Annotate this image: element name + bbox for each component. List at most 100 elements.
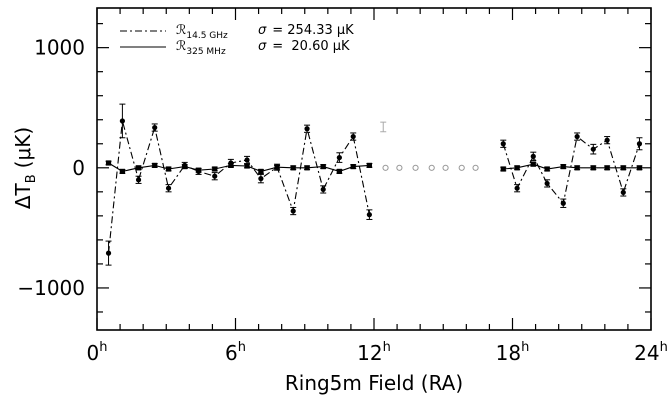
- x-tick-label-main: 0: [87, 341, 100, 365]
- svg-text:ℛ325 MHz: ℛ325 MHz: [176, 39, 226, 57]
- y-tick-label: 0: [72, 156, 85, 180]
- svg-text:σ= 254.33 μK: σ = 254.33 μK: [258, 23, 354, 38]
- x-tick-label: 18h: [496, 340, 530, 365]
- data-point: [590, 146, 596, 152]
- data-point: [500, 166, 506, 172]
- gap-marker: [458, 164, 465, 171]
- data-point: [212, 166, 218, 172]
- data-point: [320, 163, 326, 170]
- data-point: [228, 162, 234, 168]
- data-point: [366, 162, 372, 168]
- data-point: [105, 250, 112, 256]
- gap-marker: [382, 164, 389, 171]
- data-point: [304, 126, 310, 132]
- y-axis-label: ΔTB (μK): [11, 127, 39, 209]
- data-point: [182, 163, 188, 170]
- data-point: [560, 163, 566, 170]
- y-axis-label-unit: (μK): [11, 127, 35, 168]
- data-point: [244, 163, 250, 169]
- legend: ℛ14.5 GHz σ = 254.33 μK ℛ325 MHz σ = 20.60…: [120, 23, 354, 57]
- x-tick-label: 12h: [357, 340, 391, 365]
- axis-ticks: [96, 8, 652, 330]
- data-point: [119, 118, 125, 124]
- data-point: [336, 168, 342, 175]
- data-point: [212, 173, 218, 179]
- data-point: [560, 200, 566, 206]
- gap-marker: [412, 164, 419, 171]
- data-point: [620, 189, 626, 196]
- data-point: [514, 185, 520, 191]
- series-line-2: [503, 163, 640, 170]
- data-point: [244, 157, 250, 163]
- data-point: [574, 133, 580, 140]
- series-layer: [105, 103, 643, 266]
- data-point: [500, 141, 506, 147]
- series-line-1: [502, 135, 640, 205]
- data-point: [544, 180, 550, 187]
- y-tick-label: −1000: [17, 276, 85, 300]
- x-tick-labels: 0h 6h 12h 18h 24h: [87, 340, 668, 365]
- x-tick-label-main: 24: [634, 341, 659, 365]
- legend-symbol-2: ℛ: [176, 39, 186, 54]
- legend-sigma-2: σ: [258, 39, 267, 54]
- x-tick-label-sup: h: [383, 340, 391, 355]
- legend-sigma-value-2: = 20.60 μK: [272, 39, 350, 54]
- data-point: [105, 160, 112, 166]
- x-tick-label-sup: h: [660, 340, 668, 355]
- x-tick-label-main: 6: [225, 341, 238, 365]
- data-point: [165, 185, 172, 191]
- plot-frame: [96, 7, 652, 331]
- series-line-2: [108, 162, 370, 172]
- y-axis-label-sub: B: [24, 174, 39, 183]
- data-point: [574, 165, 580, 171]
- svg-text:σ= 20.60 μK: σ = 20.60 μK: [258, 39, 350, 54]
- data-point: [195, 167, 202, 173]
- legend-symbol-1: ℛ: [176, 23, 186, 38]
- data-point: [604, 165, 610, 171]
- gap-markers: [380, 121, 479, 171]
- x-tick-label-main: 18: [496, 341, 521, 365]
- x-axis-label: Ring5m Field (RA): [285, 371, 463, 395]
- x-tick-label-sup: h: [99, 340, 107, 355]
- data-point: [304, 165, 310, 171]
- x-tick-label-sup: h: [238, 340, 246, 355]
- data-point: [530, 153, 536, 159]
- data-point: [336, 154, 342, 161]
- data-point: [290, 208, 296, 214]
- data-point: [544, 166, 550, 172]
- x-tick-label-main: 12: [357, 341, 382, 365]
- gap-marker: [428, 164, 435, 171]
- data-point: [165, 166, 172, 172]
- data-point: [350, 133, 356, 140]
- data-point: [274, 164, 280, 170]
- data-point: [135, 177, 142, 183]
- gap-marker: [442, 164, 449, 171]
- x-tick-label-sup: h: [521, 340, 529, 355]
- data-point: [636, 165, 643, 171]
- data-point: [119, 168, 125, 175]
- legend-sub-1: 14.5 GHz: [186, 31, 228, 41]
- y-tick-label: 1000: [34, 36, 85, 60]
- data-point: [604, 137, 610, 143]
- data-point: [366, 212, 372, 218]
- data-point: [320, 186, 326, 193]
- data-point: [290, 165, 296, 171]
- gap-marker: [396, 164, 403, 171]
- data-point: [620, 165, 626, 171]
- data-point: [636, 141, 643, 147]
- x-tick-label: 24h: [634, 340, 668, 365]
- data-point: [152, 124, 158, 131]
- data-point: [258, 176, 264, 182]
- data-point: [530, 161, 536, 167]
- x-tick-label: 0h: [87, 340, 108, 365]
- data-point: [258, 168, 264, 175]
- legend-sigma-1: σ: [258, 23, 267, 38]
- y-axis-label-main: ΔT: [11, 182, 35, 209]
- data-point: [152, 162, 158, 168]
- data-point: [135, 165, 142, 171]
- svg-text:ℛ14.5 GHz: ℛ14.5 GHz: [176, 23, 228, 41]
- data-point: [590, 165, 596, 171]
- x-tick-label: 6h: [225, 340, 246, 365]
- series-line-1: [107, 120, 370, 254]
